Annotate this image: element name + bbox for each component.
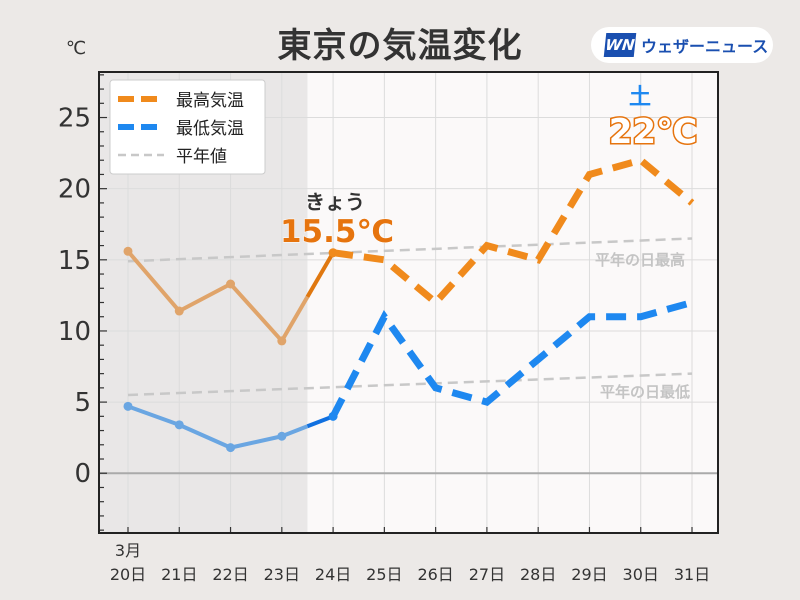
legend-label: 最高気温 [176, 91, 244, 111]
y-axis-unit: ℃ [66, 38, 86, 59]
min-point [123, 401, 133, 411]
peak-day-label: 土 [629, 85, 651, 110]
x-tick-label: 31日 [674, 565, 710, 584]
min-forecast-line [329, 299, 693, 418]
legend-box [109, 79, 266, 175]
plot-frame [98, 71, 719, 534]
x-tick-label: 23日 [264, 565, 300, 584]
peak-value: 22℃ [609, 112, 698, 152]
min-past-segment [281, 424, 309, 439]
min-past-line [127, 404, 283, 450]
legend-label: 最低気温 [176, 119, 244, 139]
x-tick-label: 21日 [161, 565, 197, 584]
max-point [226, 279, 236, 289]
y-tick-label: 25 [58, 104, 91, 134]
max-point [174, 306, 184, 316]
max-past-segment [280, 295, 310, 342]
today-value: 15.5℃ [280, 214, 394, 250]
max-point [277, 336, 287, 346]
x-tick-label: 26日 [417, 565, 453, 584]
y-tick-label: 10 [58, 317, 91, 347]
max-forecast-line [332, 156, 695, 308]
min-point [226, 443, 236, 453]
y-tick-label: 20 [58, 175, 91, 205]
normal-max-line [127, 237, 693, 263]
legend-label: 平年値 [176, 147, 227, 167]
x-tick-label: 30日 [623, 565, 659, 584]
y-tick-label: 5 [74, 388, 91, 418]
min-point [277, 431, 287, 441]
y-tick-label: 0 [74, 459, 91, 489]
min-today-segment [306, 414, 334, 429]
max-point [123, 246, 133, 256]
x-tick-label: 27日 [469, 565, 505, 584]
x-tick-label: 24日 [315, 565, 351, 584]
max-today-segment [305, 251, 335, 298]
x-tick-label: 29日 [571, 565, 607, 584]
x-tick-label: 25日 [366, 565, 402, 584]
normal-max-label: 平年の日最高 [595, 251, 685, 269]
normal-min-label: 平年の日最低 [600, 383, 690, 401]
y-tick-label: 15 [58, 246, 91, 276]
month-label: 3月 [115, 541, 141, 560]
max-past-line [126, 249, 284, 343]
weathernews-logo: WN ウェザーニュース [591, 27, 773, 63]
min-point [174, 420, 184, 430]
logo-text: ウェザーニュース [641, 37, 769, 56]
today-label: きょう [305, 190, 365, 214]
x-tick-label: 22日 [212, 565, 248, 584]
x-tick-label: 28日 [520, 565, 556, 584]
x-tick-label: 20日 [110, 565, 146, 584]
chart-title: 東京の気温変化 [277, 26, 523, 66]
normal-min-line [127, 372, 693, 397]
